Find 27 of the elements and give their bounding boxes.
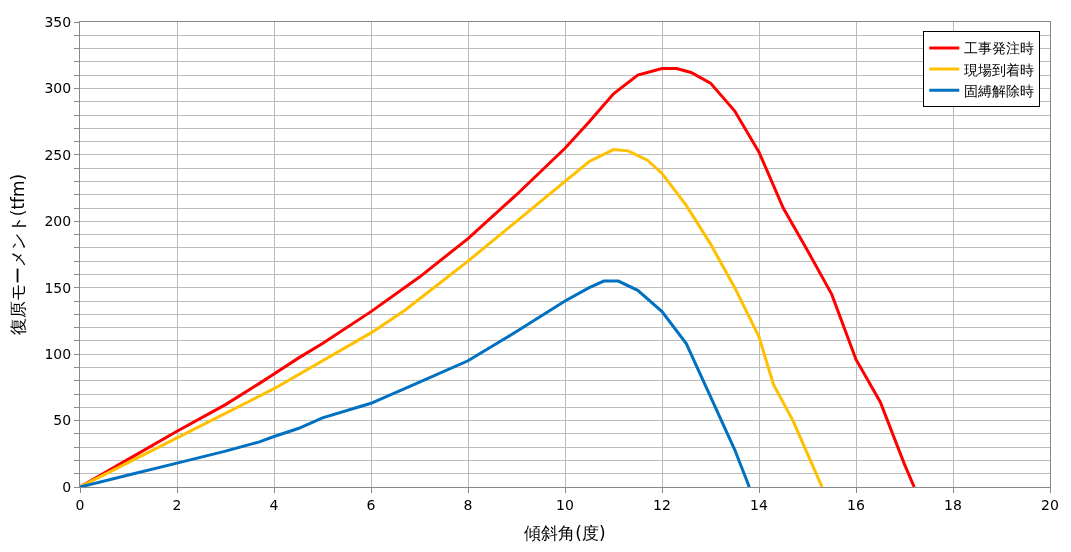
x-tick-label: 6	[366, 496, 376, 513]
y-tick-label: 200	[44, 213, 72, 230]
legend-label: 工事発注時	[964, 40, 1035, 57]
x-tick-label: 2	[172, 496, 182, 513]
y-axis-title: 復原モーメント(tfm)	[8, 173, 29, 336]
x-axis-title: 傾斜角(度)	[524, 523, 606, 544]
y-tick-label: 0	[62, 478, 72, 495]
x-tick-label: 4	[269, 496, 279, 513]
legend-label: 現場到着時	[964, 61, 1035, 78]
x-tick-label: 14	[750, 496, 768, 513]
x-tick-label: 18	[944, 496, 962, 513]
line-series	[80, 279, 751, 487]
y-tick-label: 100	[44, 346, 72, 363]
x-tick-label: 16	[847, 496, 865, 513]
y-tick-label: 300	[44, 80, 72, 97]
line-series	[80, 67, 916, 487]
x-tick-label: 10	[556, 496, 574, 513]
y-tick-label: 250	[44, 146, 72, 163]
x-tick-label: 0	[75, 496, 85, 513]
x-tick-label: 12	[653, 496, 671, 513]
y-tick-label: 350	[44, 13, 72, 30]
line-series	[80, 148, 824, 487]
y-tick-label: 150	[44, 279, 72, 296]
y-tick-label: 50	[53, 412, 72, 429]
legend-label: 固縛解除時	[964, 82, 1035, 99]
x-tick-label: 20	[1041, 496, 1059, 513]
x-tick-label: 8	[463, 496, 473, 513]
